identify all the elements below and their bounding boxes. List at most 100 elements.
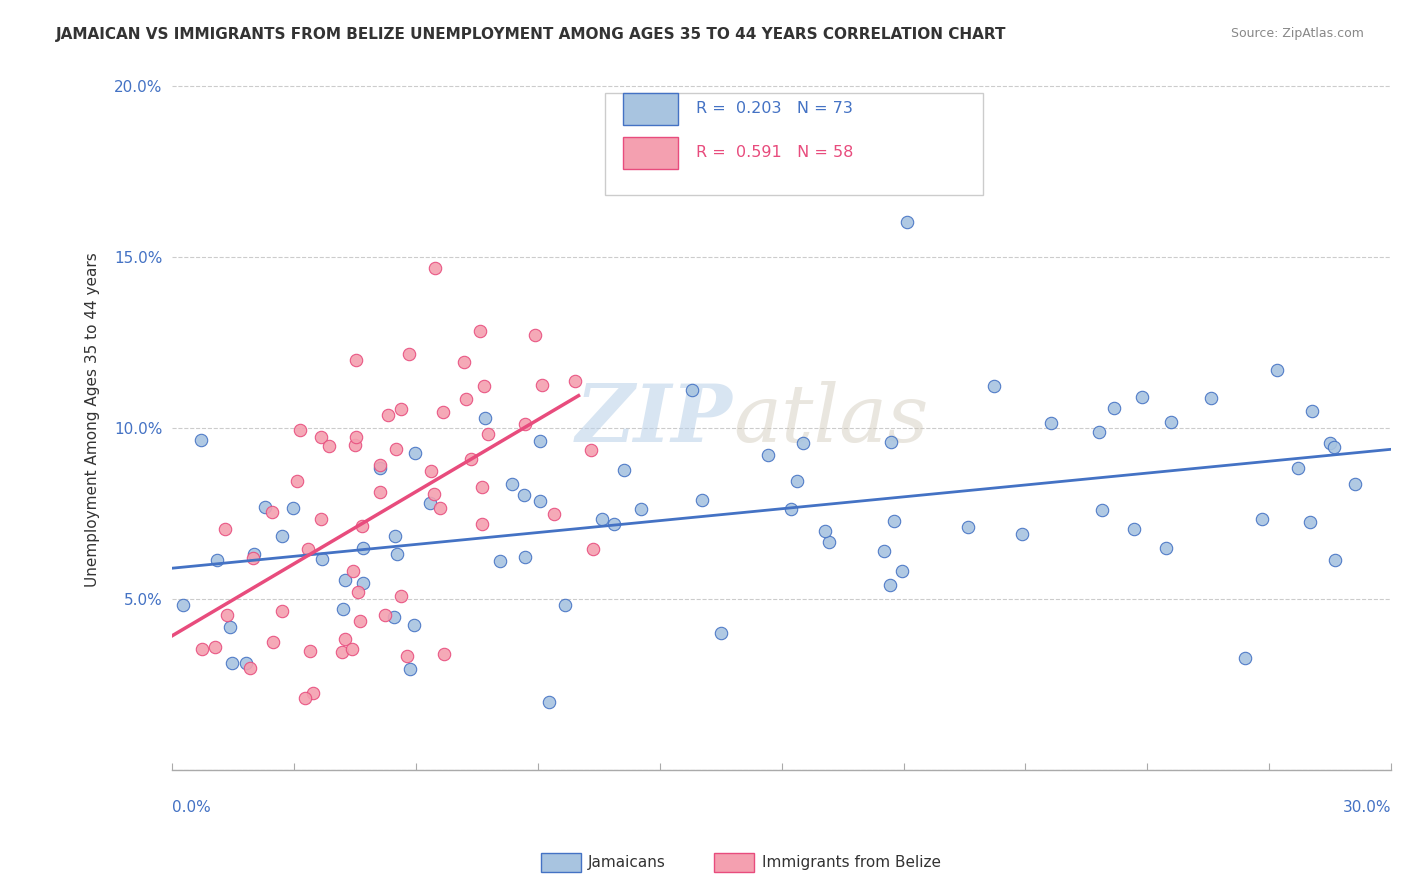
Point [239, 661, 262, 675]
Point [1286, 461, 1309, 475]
Point [460, 452, 482, 467]
Point [235, 656, 257, 670]
Point [896, 215, 918, 229]
Point [190, 433, 212, 447]
Point [368, 461, 391, 475]
Point [399, 662, 422, 676]
Point [294, 690, 316, 705]
Point [1234, 651, 1257, 665]
Point [779, 502, 801, 516]
Point [524, 327, 547, 342]
Point [1011, 527, 1033, 541]
Point [1319, 435, 1341, 450]
Point [347, 585, 370, 599]
Point [1154, 541, 1177, 555]
Point [349, 614, 371, 628]
Point [813, 524, 835, 538]
Point [474, 411, 496, 425]
Point [564, 374, 586, 388]
Point [454, 392, 477, 406]
Point [786, 475, 808, 489]
FancyBboxPatch shape [605, 93, 983, 194]
Point [404, 446, 426, 460]
Point [344, 353, 367, 368]
Point [172, 598, 194, 612]
Point [554, 598, 576, 612]
Point [299, 644, 322, 658]
Point [384, 529, 406, 543]
Point [346, 430, 368, 444]
Point [389, 401, 412, 416]
Point [243, 547, 266, 561]
Text: 30.0%: 30.0% [1343, 800, 1391, 815]
Point [281, 501, 304, 516]
Point [582, 541, 605, 556]
Point [344, 438, 367, 452]
Point [1251, 512, 1274, 526]
Text: R =  0.591   N = 58: R = 0.591 N = 58 [696, 145, 853, 161]
Point [342, 564, 364, 578]
Point [579, 443, 602, 458]
Point [537, 695, 560, 709]
Point [515, 549, 537, 564]
Point [285, 474, 308, 488]
Y-axis label: Unemployment Among Ages 35 to 44 years: Unemployment Among Ages 35 to 44 years [86, 252, 100, 587]
Text: Immigrants from Belize: Immigrants from Belize [762, 855, 941, 870]
Point [262, 505, 284, 519]
Point [681, 383, 703, 397]
Point [318, 439, 340, 453]
Point [1160, 416, 1182, 430]
Point [1102, 401, 1125, 415]
Point [471, 480, 494, 494]
Point [333, 573, 356, 587]
Text: Jamaicans: Jamaicans [588, 855, 665, 870]
Point [242, 551, 264, 566]
Point [710, 625, 733, 640]
Point [330, 645, 353, 659]
Point [453, 355, 475, 369]
Point [591, 512, 613, 526]
Point [432, 405, 454, 419]
Point [1091, 502, 1114, 516]
Text: atlas: atlas [733, 381, 928, 458]
Point [352, 541, 374, 556]
Point [756, 448, 779, 462]
Point [311, 430, 333, 444]
Point [420, 464, 443, 478]
Point [470, 325, 492, 339]
Point [1123, 523, 1146, 537]
Point [880, 435, 903, 450]
Point [472, 379, 495, 393]
FancyBboxPatch shape [623, 93, 678, 125]
Point [603, 517, 626, 532]
Point [385, 442, 408, 457]
Point [956, 519, 979, 533]
Point [1087, 425, 1109, 439]
Point [983, 379, 1005, 393]
Point [207, 552, 229, 566]
Point [429, 501, 451, 516]
Text: ZIP: ZIP [576, 381, 733, 458]
Text: 0.0%: 0.0% [173, 800, 211, 815]
Point [271, 603, 294, 617]
Point [1130, 390, 1153, 404]
Point [477, 426, 499, 441]
Point [297, 542, 319, 557]
Point [290, 423, 312, 437]
Point [190, 641, 212, 656]
Point [515, 417, 537, 432]
Point [879, 578, 901, 592]
Point [219, 620, 242, 634]
Point [543, 508, 565, 522]
Point [630, 502, 652, 516]
Point [873, 544, 896, 558]
Point [529, 434, 551, 448]
Point [1344, 477, 1367, 491]
Point [370, 458, 392, 472]
Point [883, 514, 905, 528]
Text: R =  0.203   N = 73: R = 0.203 N = 73 [696, 101, 853, 116]
Point [690, 493, 713, 508]
Point [792, 436, 814, 450]
Point [513, 488, 536, 502]
Point [433, 647, 456, 661]
